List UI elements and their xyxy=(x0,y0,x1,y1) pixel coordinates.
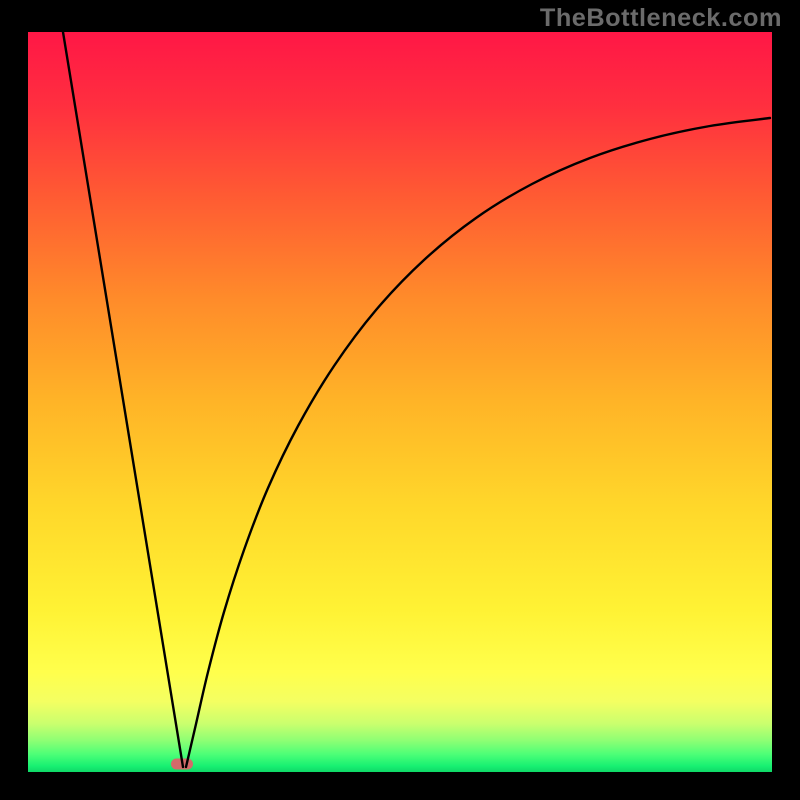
gradient-background xyxy=(28,32,772,772)
frame-right xyxy=(772,0,800,800)
plot-svg xyxy=(28,32,772,772)
watermark-text: TheBottleneck.com xyxy=(540,4,782,33)
frame-bottom xyxy=(0,772,800,800)
frame-left xyxy=(0,0,28,800)
plot-area xyxy=(28,32,772,772)
